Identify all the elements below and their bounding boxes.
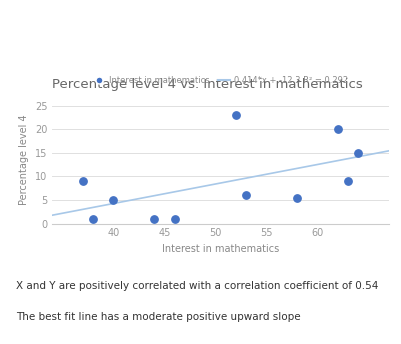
Point xyxy=(79,179,86,184)
Point xyxy=(90,216,96,222)
Point xyxy=(110,197,117,203)
Legend: Interest in mathematics, 0.414*x + -12.3 R² = 0.292: Interest in mathematics, 0.414*x + -12.3… xyxy=(90,73,351,88)
Text: X and Y are positively correlated with a correlation coefficient of 0.54: X and Y are positively correlated with a… xyxy=(16,281,379,291)
Point xyxy=(171,216,178,222)
Point xyxy=(355,150,362,155)
Y-axis label: Percentage level 4: Percentage level 4 xyxy=(19,115,29,205)
Text: Percentage level 4 vs. Interest in mathematics: Percentage level 4 vs. Interest in mathe… xyxy=(52,78,363,91)
Point xyxy=(233,112,239,118)
Point xyxy=(243,193,249,198)
Point xyxy=(151,216,158,222)
X-axis label: Interest in mathematics: Interest in mathematics xyxy=(162,244,279,254)
Point xyxy=(294,195,300,201)
Point xyxy=(345,179,351,184)
Text: The best fit line has a moderate positive upward slope: The best fit line has a moderate positiv… xyxy=(16,312,301,322)
Point xyxy=(335,127,341,132)
